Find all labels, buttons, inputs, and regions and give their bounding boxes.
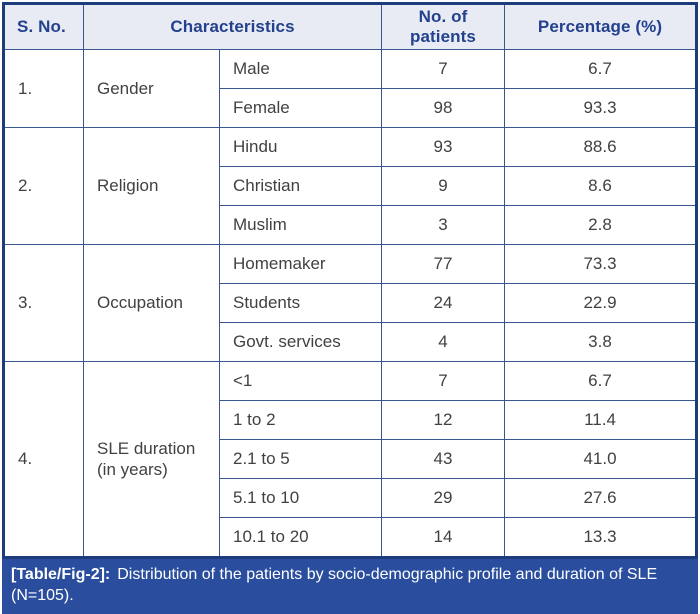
table-row: 4. SLE duration (in years) <1 7 6.7 [3, 361, 697, 558]
table-row: Students 24 22.9 [4, 283, 697, 323]
patients-cell: 7 [381, 49, 505, 89]
patients-cell: 29 [381, 478, 505, 518]
patients-cell: 14 [381, 517, 505, 558]
table-row: 1. Gender Male 7 6.7 [3, 49, 697, 128]
sno-cell: 2. [3, 127, 84, 245]
patients-cell: 77 [381, 244, 505, 284]
header-patients: No. of patients [381, 3, 505, 50]
category-cell: Religion [83, 127, 220, 245]
patients-cell: 93 [381, 127, 505, 167]
table-row: 1 to 2 12 11.4 [4, 400, 697, 440]
subcategory-cell: Christian [219, 166, 382, 206]
percentage-cell: 2.8 [504, 205, 697, 245]
percentage-cell: 11.4 [504, 400, 697, 440]
category-cell: Gender [83, 49, 220, 128]
table-row: 2. Religion Hindu 93 88.6 [3, 127, 697, 245]
table-row: Female 98 93.3 [4, 88, 697, 128]
subcategory-cell: <1 [219, 361, 382, 401]
sno-cell: 4. [3, 361, 84, 558]
subcategory-cell: Homemaker [219, 244, 382, 284]
subcategory-cell: Female [219, 88, 382, 128]
patients-cell: 4 [381, 322, 505, 362]
table-row: 10.1 to 20 14 13.3 [4, 517, 697, 558]
subcategory-cell: Govt. services [219, 322, 382, 362]
percentage-cell: 6.7 [504, 361, 697, 401]
category-cell: Occupation [83, 244, 220, 362]
subcategory-cell: Muslim [219, 205, 382, 245]
percentage-cell: 27.6 [504, 478, 697, 518]
patients-cell: 9 [381, 166, 505, 206]
table-caption: [Table/Fig-2]: Distribution of the patien… [2, 559, 698, 614]
percentage-cell: 88.6 [504, 127, 697, 167]
table-row: 3. Occupation Homemaker 77 73.3 [3, 244, 697, 362]
table-row: Govt. services 4 3.8 [4, 322, 697, 362]
subcategory-cell: Hindu [219, 127, 382, 167]
table-row: 5.1 to 10 29 27.6 [4, 478, 697, 518]
header-sno: S. No. [3, 3, 84, 50]
percentage-cell: 22.9 [504, 283, 697, 323]
patients-cell: 43 [381, 439, 505, 479]
header-percentage: Percentage (%) [504, 3, 697, 50]
subcategory-cell: 1 to 2 [219, 400, 382, 440]
subcategory-cell: Students [219, 283, 382, 323]
patients-cell: 24 [381, 283, 505, 323]
patients-cell: 12 [381, 400, 505, 440]
patients-cell: 7 [381, 361, 505, 401]
table-row: Muslim 3 2.8 [4, 205, 697, 245]
sno-cell: 1. [3, 49, 84, 128]
category-cell: SLE duration (in years) [83, 361, 220, 558]
percentage-cell: 93.3 [504, 88, 697, 128]
percentage-cell: 3.8 [504, 322, 697, 362]
percentage-cell: 6.7 [504, 49, 697, 89]
percentage-cell: 41.0 [504, 439, 697, 479]
subcategory-cell: Male [219, 49, 382, 89]
socio-demographic-table: S. No. Characteristics No. of patients P… [2, 2, 698, 559]
header-characteristics: Characteristics [83, 3, 382, 50]
percentage-cell: 13.3 [504, 517, 697, 558]
sno-cell: 3. [3, 244, 84, 362]
patients-cell: 98 [381, 88, 505, 128]
table-header-row: S. No. Characteristics No. of patients P… [3, 3, 697, 50]
subcategory-cell: 5.1 to 10 [219, 478, 382, 518]
subcategory-cell: 2.1 to 5 [219, 439, 382, 479]
percentage-cell: 73.3 [504, 244, 697, 284]
table-row: Christian 9 8.6 [4, 166, 697, 206]
percentage-cell: 8.6 [504, 166, 697, 206]
subcategory-cell: 10.1 to 20 [219, 517, 382, 558]
patients-cell: 3 [381, 205, 505, 245]
